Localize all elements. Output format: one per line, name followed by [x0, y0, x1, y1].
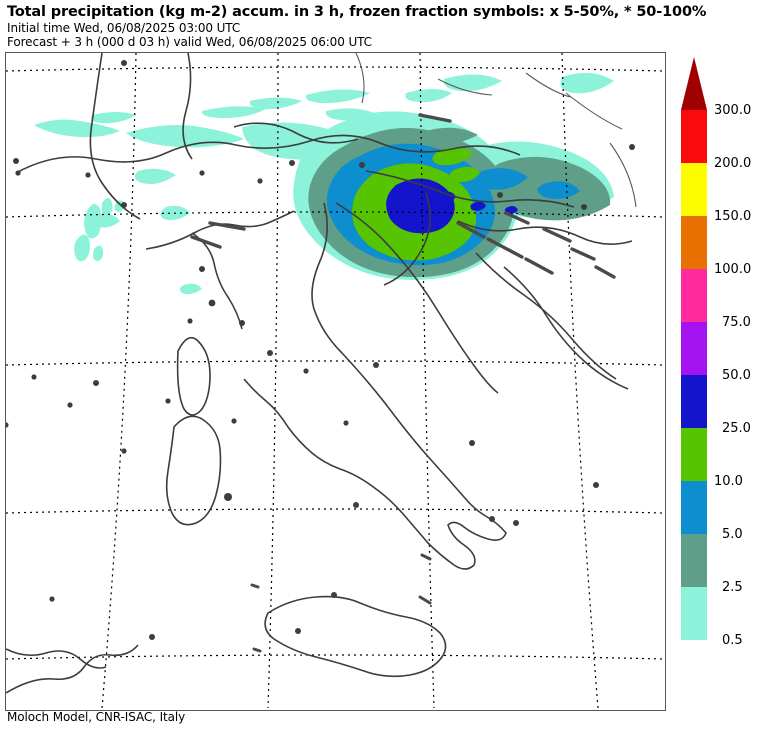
colorbar-over-arrow — [681, 57, 707, 110]
colorbar[interactable]: 300.0 200.0 150.0 100.0 75.0 50.0 25.0 1… — [681, 55, 759, 667]
colorbar-label-50: 50.0 — [722, 368, 751, 383]
colorbar-band-10-25[interactable] — [681, 428, 707, 481]
graticule — [6, 53, 663, 708]
colorbar-band-100-150[interactable] — [681, 216, 707, 269]
colorbar-label-75: 75.0 — [722, 315, 751, 330]
colorbar-band-50-75[interactable] — [681, 322, 707, 375]
initial-time-label: Initial time Wed, 06/08/2025 03:00 UTC — [7, 21, 241, 35]
colorbar-band-0p5-2p5[interactable] — [681, 587, 707, 640]
precipitation-map[interactable] — [6, 53, 663, 708]
precip-layer — [34, 72, 614, 295]
map-panel[interactable] — [5, 52, 666, 711]
colorbar-label-25: 25.0 — [722, 421, 751, 436]
colorbar-band-200-300[interactable] — [681, 110, 707, 163]
colorbar-band-25-50[interactable] — [681, 375, 707, 428]
colorbar-band-150-200[interactable] — [681, 163, 707, 216]
colorbar-label-300: 300.0 — [714, 103, 752, 118]
colorbar-label-100: 100.0 — [714, 262, 752, 277]
precip-band-25 — [386, 178, 518, 234]
coastlines — [6, 53, 637, 694]
forecast-valid-label: Forecast + 3 h (000 d 03 h) valid Wed, 0… — [7, 35, 372, 49]
colorbar-label-150: 150.0 — [714, 209, 752, 224]
colorbar-label-0p5: 0.5 — [722, 633, 743, 648]
colorbar-band-75-100[interactable] — [681, 269, 707, 322]
island-dots — [6, 60, 635, 640]
colorbar-band-2p5-5[interactable] — [681, 534, 707, 587]
colorbar-svg — [681, 57, 707, 640]
page-title: Total precipitation (kg m-2) accum. in 3… — [7, 4, 707, 20]
model-credit: Moloch Model, CNR-ISAC, Italy — [7, 710, 186, 724]
colorbar-label-5: 5.0 — [722, 527, 743, 542]
colorbar-label-2p5: 2.5 — [722, 580, 743, 595]
colorbar-band-5-10[interactable] — [681, 481, 707, 534]
colorbar-label-10: 10.0 — [714, 474, 743, 489]
colorbar-label-200: 200.0 — [714, 156, 752, 171]
